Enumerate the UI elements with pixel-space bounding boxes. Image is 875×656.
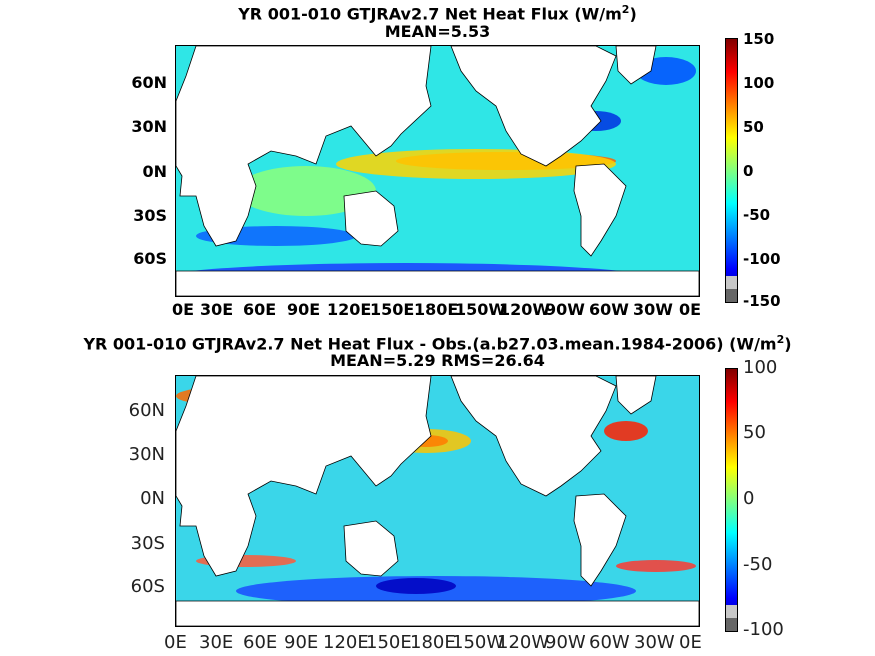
south-atlantic-zone (616, 560, 696, 572)
y-tick-label: 60N (131, 73, 167, 92)
x-tick-label: 120W (497, 632, 550, 653)
continent-land (176, 46, 432, 247)
chart-title: YR 001-010 GTJRAv2.7 Net Heat Flux - Obs… (83, 333, 792, 354)
colorbar-missing-light (726, 605, 737, 618)
continent-land (450, 46, 617, 167)
x-tick-label: 180E (410, 632, 456, 653)
colorbar (725, 368, 738, 632)
continent-land (176, 376, 432, 577)
colorbar-gradient (726, 39, 737, 302)
x-tick-label: 120E (323, 632, 369, 653)
x-tick-label: 30E (199, 632, 234, 653)
colorbar (725, 38, 738, 303)
x-tick-label: 0E (164, 632, 187, 653)
x-tick-label: 60E (243, 632, 278, 653)
colorbar-tick: -50 (743, 206, 771, 224)
x-tick-label: 60W (589, 632, 630, 653)
continent-land (615, 376, 657, 415)
x-tick-label: 120E (327, 300, 372, 319)
x-tick-label: 90W (545, 632, 586, 653)
continent-land (450, 376, 617, 497)
colorbar-tick: -100 (743, 250, 781, 268)
heatmap-map (175, 45, 700, 297)
y-tick-label: 0N (142, 162, 167, 181)
chart-subtitle: MEAN=5.53 (384, 22, 491, 41)
continent-land (573, 163, 627, 257)
colorbar-tick: -50 (743, 554, 773, 575)
x-tick-label: 0E (679, 632, 702, 653)
heatmap-svg (176, 46, 699, 296)
colorbar-tick: 150 (743, 30, 775, 48)
heatmap-svg (176, 376, 699, 626)
x-tick-label: 30E (200, 300, 234, 319)
x-tick-label: 90W (545, 300, 585, 319)
colorbar-missing-light (726, 276, 737, 289)
x-tick-row: 0E 30E 60E 90E 120E 150E 180E 150W 120W … (0, 632, 875, 656)
colorbar-missing-dark (726, 618, 737, 631)
continent-land (343, 520, 399, 577)
y-tick-label: 30N (128, 444, 165, 465)
x-tick-label: 30W (634, 632, 675, 653)
x-tick-label: 30W (633, 300, 673, 319)
x-tick-row: 0E 30E 60E 90E 120E 150E 180E 150W 120W … (0, 300, 875, 322)
colorbar-tick: 50 (743, 422, 766, 443)
colorbar-tick: 0 (743, 162, 754, 180)
continent-land (343, 190, 399, 247)
colorbar-tick: 100 (743, 74, 775, 92)
y-tick-label: 60S (133, 249, 167, 268)
colorbar-gradient (726, 369, 737, 631)
y-tick-label: 0N (140, 488, 165, 509)
continent-land (615, 46, 657, 85)
y-tick-label: 30N (131, 117, 167, 136)
colorbar-tick: 0 (743, 488, 755, 509)
y-tick-label: 30S (133, 206, 167, 225)
gulf-stream-zone (604, 421, 648, 441)
x-tick-label: 150E (366, 632, 412, 653)
southern-ocean-core (376, 578, 456, 594)
x-tick-label: 60W (589, 300, 629, 319)
chart-subtitle: MEAN=5.29 RMS=26.64 (330, 351, 545, 370)
x-tick-label: 180E (414, 300, 459, 319)
y-tick-label: 60N (128, 400, 165, 421)
chart-title: YR 001-010 GTJRAv2.7 Net Heat Flux (W/m2… (238, 3, 637, 24)
colorbar-tick: -100 (743, 619, 784, 640)
colorbar-tick: 100 (743, 357, 778, 378)
x-tick-label: 90E (284, 632, 319, 653)
antarctica-land (176, 600, 699, 626)
heatmap-map (175, 375, 700, 627)
x-tick-label: 0E (679, 300, 702, 319)
colorbar-svg (726, 39, 737, 302)
x-tick-label: 150W (452, 632, 505, 653)
x-tick-label: 150E (370, 300, 415, 319)
x-tick-label: 90E (287, 300, 321, 319)
colorbar-tick: 50 (743, 118, 764, 136)
colorbar-tick: -150 (743, 292, 781, 310)
x-tick-label: 0E (172, 300, 195, 319)
colorbar-svg (726, 369, 737, 631)
continent-land (573, 493, 627, 587)
x-tick-label: 120W (499, 300, 551, 319)
antarctica-land (176, 270, 699, 296)
x-tick-label: 60E (243, 300, 277, 319)
indian-ocean-zone (236, 166, 376, 216)
x-tick-label: 150W (455, 300, 507, 319)
y-tick-label: 30S (130, 533, 165, 554)
colorbar-missing-dark (726, 289, 737, 302)
y-tick-label: 60S (130, 576, 165, 597)
